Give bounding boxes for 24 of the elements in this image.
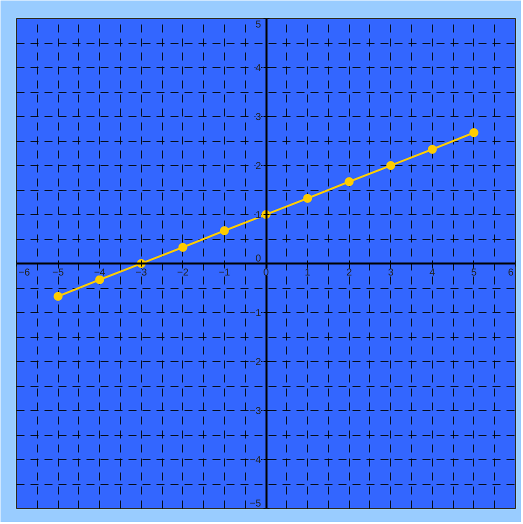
x-tick-label: −2 [177,268,189,278]
y-tick-label: 4 [255,63,262,74]
y-tick-label: −3 [250,406,262,417]
x-tick-label: 5 [471,268,478,278]
x-tick-label: −6 [18,268,30,278]
y-tick-label: 1 [255,210,262,221]
x-tick-label: 3 [388,268,394,278]
x-tick-label: 4 [430,268,436,278]
x-tick-label: −1 [218,268,231,278]
x-tick-label: −4 [94,268,106,278]
y-tick-label: −5 [250,498,262,510]
x-tick-label: −3 [136,268,148,278]
y-tick-label: −4 [250,455,262,466]
y-tick-label: 5 [255,20,262,30]
x-tick-label: 2 [346,268,352,278]
y-tick-label: 2 [255,161,262,172]
y-tick-label: 0 [255,254,262,264]
x-tick-label: 6 [508,268,514,278]
x-tick-label: 0 [263,268,270,278]
y-tick-label: −2 [250,357,262,368]
x-tick-label: 1 [304,268,311,278]
y-tick-label: −1 [250,308,262,319]
y-tick-label: 3 [255,112,262,123]
x-tick-label: −5 [52,268,64,278]
